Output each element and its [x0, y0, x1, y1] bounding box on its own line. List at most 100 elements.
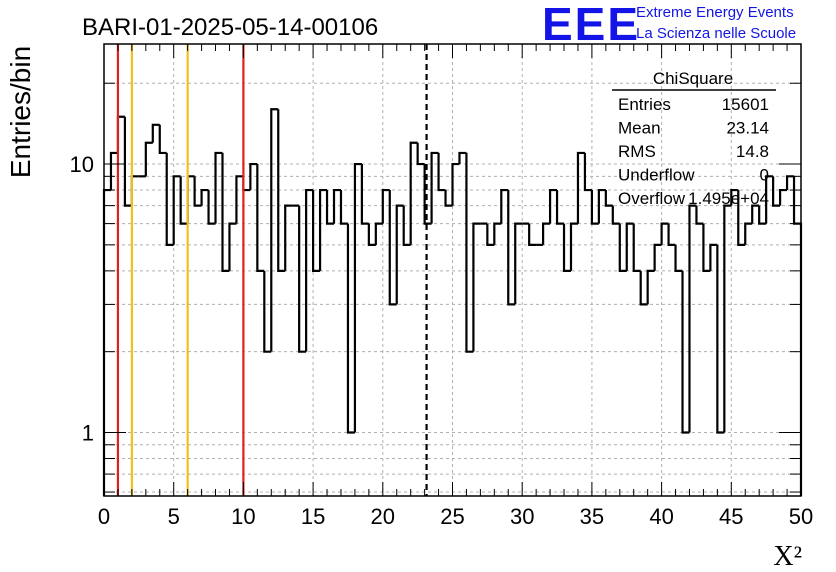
histogram-bin — [339, 190, 348, 225]
y-tick-label: 10 — [70, 152, 94, 177]
histogram-bin — [751, 204, 760, 224]
histogram-bin — [318, 188, 328, 271]
histogram-bin — [792, 176, 803, 496]
histogram-bin — [528, 223, 537, 246]
histogram-bin — [374, 222, 383, 245]
histogram-bin — [284, 204, 293, 271]
stats-value: 14.8 — [736, 142, 769, 161]
histogram-bin — [367, 223, 376, 246]
histogram-bin — [653, 243, 662, 271]
histogram-bin — [646, 269, 655, 305]
stats-value: 1.495e+04 — [688, 189, 769, 208]
histogram-bin — [458, 151, 467, 165]
histogram-bin — [381, 188, 390, 224]
x-tick-label: 5 — [168, 504, 180, 529]
x-axis-title: X² — [773, 541, 802, 572]
histogram-bin — [744, 222, 753, 245]
histogram-bin — [507, 190, 516, 306]
histogram-bin — [270, 108, 279, 352]
stats-label: RMS — [618, 142, 656, 161]
logo-letters: EEE — [542, 0, 640, 50]
run-title: BARI-01-2025-05-14-00106 — [82, 14, 378, 41]
histogram-bin — [772, 176, 781, 207]
histogram-bin — [109, 151, 118, 191]
histogram-bin — [172, 175, 181, 245]
histogram-bin — [388, 190, 397, 306]
histogram-bin — [555, 190, 565, 225]
y-tick-label: 1 — [82, 420, 94, 445]
x-tick-label: 0 — [98, 504, 110, 529]
histogram-bin — [416, 142, 425, 166]
x-tick-label: 45 — [719, 504, 743, 529]
histogram-bin — [256, 164, 265, 272]
histogram-bin — [730, 188, 739, 206]
tick-layer: 0 5 10 15 20 25 30 35 40 45 50 1 10 — [70, 44, 813, 529]
stats-rows: Entries 15601 Mean 23.14 RMS 14.8 Underflow 0 Ov… — [618, 95, 769, 208]
histogram-bin — [151, 123, 160, 143]
histogram-bin — [695, 205, 704, 225]
histogram-bin — [618, 223, 627, 272]
histogram-bin — [542, 222, 551, 245]
histogram-bin — [493, 222, 502, 245]
grid-layer — [104, 44, 801, 496]
x-tick-label: 50 — [789, 504, 813, 529]
histogram-bin — [500, 188, 509, 224]
histogram-bin — [681, 270, 690, 434]
histogram-bin — [312, 190, 321, 272]
histogram-bin — [207, 190, 216, 225]
stats-label: Entries — [618, 95, 671, 114]
x-tick-label: 15 — [301, 504, 325, 529]
histogram-bin — [778, 188, 788, 206]
histogram-bin — [277, 109, 286, 272]
histogram-bin — [395, 204, 404, 305]
x-tick-label: 35 — [580, 504, 604, 529]
histogram-bin — [667, 223, 676, 246]
histogram-bin — [660, 222, 669, 245]
histogram-bin — [165, 152, 174, 246]
histogram-bin — [765, 175, 774, 224]
histogram-bin — [702, 223, 711, 272]
histogram-bin — [604, 190, 613, 207]
histogram-bin — [514, 222, 523, 305]
histogram-bin — [583, 152, 592, 192]
histogram-bin — [305, 188, 314, 352]
histogram-bin — [611, 205, 620, 225]
stats-title: ChiSquare — [653, 69, 733, 88]
histogram-bin — [548, 188, 558, 224]
histogram-bin — [200, 188, 209, 206]
histogram-bin — [632, 223, 641, 272]
y-axis-title: Entries/bin — [5, 46, 36, 178]
histogram-bin — [688, 204, 697, 433]
histogram-bin — [562, 223, 571, 272]
histogram-bin — [430, 151, 439, 224]
histogram-bin — [576, 151, 585, 224]
histogram-bin — [758, 205, 767, 225]
histogram-bin — [437, 152, 446, 192]
eee-logo: EEE Extreme Energy Events La Scienza nel… — [542, 0, 796, 50]
histogram-bin — [325, 190, 335, 225]
histogram-bin — [360, 164, 369, 225]
histogram-bin — [709, 243, 718, 271]
logo-line-1: Extreme Energy Events — [636, 4, 794, 21]
histogram-bin — [102, 188, 111, 496]
histogram-bin — [639, 270, 648, 306]
x-tick-label: 25 — [440, 504, 464, 529]
histogram-bin — [451, 162, 460, 206]
histogram-bin — [716, 244, 725, 434]
reference-lines-layer — [116, 44, 428, 496]
histogram-bin — [214, 151, 223, 224]
histogram-bin — [625, 222, 634, 271]
x-tick-label: 10 — [231, 504, 255, 529]
histogram-bin — [737, 190, 746, 246]
histogram-bin — [144, 141, 153, 177]
histogram-bin — [423, 164, 432, 225]
x-tick-label: 20 — [371, 504, 395, 529]
logo-line-2: La Scienza nelle Scuole — [636, 25, 796, 42]
histogram-bin — [674, 244, 683, 272]
histogram-bin — [249, 162, 258, 191]
histogram-bin — [346, 223, 355, 434]
histogram-bin — [472, 222, 481, 352]
histogram-bin — [590, 190, 599, 225]
stats-label: Mean — [618, 119, 661, 138]
